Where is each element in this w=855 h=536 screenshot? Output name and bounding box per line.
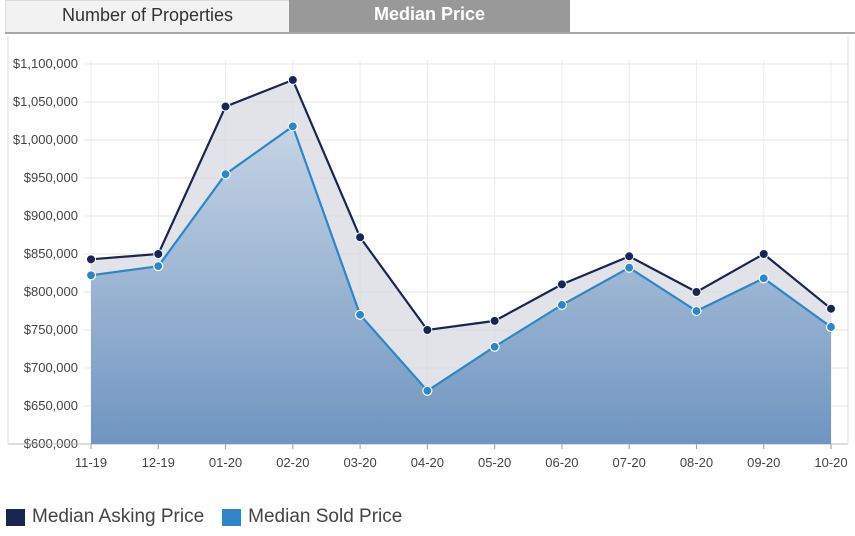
asking-price-point: [489, 315, 500, 326]
y-tick-label: $850,000: [24, 246, 78, 261]
y-tick-label: $1,050,000: [13, 94, 78, 109]
median-price-chart: $600,000$650,000$700,000$750,000$800,000…: [7, 36, 849, 470]
x-tick-label: 09-20: [747, 455, 780, 470]
asking-price-point: [220, 101, 231, 112]
sold-price-point: [489, 341, 500, 352]
x-tick-label: 05-20: [478, 455, 511, 470]
chart-tabs: Number of Properties Median Price: [5, 0, 855, 34]
x-tick-label: 02-20: [276, 455, 309, 470]
asking-price-point: [287, 74, 298, 85]
sold-price-point: [287, 121, 298, 132]
asking-price-point: [826, 303, 836, 314]
y-tick-label: $750,000: [24, 322, 78, 337]
chart-legend: Median Asking Price Median Sold Price: [6, 504, 420, 530]
sold-price-point: [220, 169, 231, 180]
sold-price-point: [354, 309, 366, 320]
y-tick-label: $700,000: [24, 360, 78, 375]
asking-price-point: [86, 254, 96, 265]
x-tick-label: 07-20: [613, 455, 646, 470]
legend-swatch-asking: [6, 508, 25, 526]
x-tick-label: 04-20: [411, 455, 444, 470]
sold-price-area: [91, 126, 831, 445]
x-tick-label: 10-20: [814, 455, 847, 470]
asking-price-point: [153, 249, 164, 259]
legend-label-asking: Median Asking Price: [32, 506, 205, 527]
sold-price-point: [85, 270, 97, 281]
asking-price-point: [355, 232, 366, 243]
sold-price-point: [825, 321, 837, 333]
asking-price-line: [90, 78, 832, 332]
x-tick-label: 11-19: [75, 455, 107, 470]
legend-swatch-sold: [222, 508, 242, 526]
sold-price-line: [90, 124, 832, 393]
x-tick-label: 03-20: [343, 455, 376, 470]
sold-price-point: [556, 299, 568, 311]
tab-median-price[interactable]: Median Price: [289, 0, 570, 32]
y-tick-label: $1,000,000: [13, 132, 78, 147]
y-tick-label: $950,000: [24, 170, 78, 185]
sold-price-point: [624, 262, 635, 273]
asking-price-point: [556, 279, 567, 290]
sold-price-point: [422, 385, 433, 396]
x-tick-label: 06-20: [545, 455, 578, 470]
x-tick-label: 08-20: [680, 455, 713, 470]
tab-number-of-properties[interactable]: Number of Properties: [5, 0, 289, 32]
x-tick-label: 01-20: [209, 455, 242, 470]
legend-label-sold: Median Sold Price: [248, 506, 403, 527]
legend-item-sold[interactable]: Median Sold Price: [222, 506, 402, 528]
asking-price-point: [691, 287, 702, 297]
sold-price-point: [691, 305, 702, 317]
sold-price-point: [153, 261, 164, 272]
asking-price-point: [758, 249, 769, 259]
sold-price-point: [758, 273, 769, 284]
y-tick-label: $1,100,000: [13, 56, 78, 71]
y-tick-label: $800,000: [24, 284, 78, 299]
legend-item-asking[interactable]: Median Asking Price: [6, 506, 204, 528]
asking-price-point: [624, 251, 635, 262]
x-tick-label: 12-19: [142, 455, 175, 470]
y-tick-label: $650,000: [24, 398, 78, 413]
y-tick-label: $900,000: [24, 208, 78, 223]
asking-price-point: [422, 325, 433, 335]
